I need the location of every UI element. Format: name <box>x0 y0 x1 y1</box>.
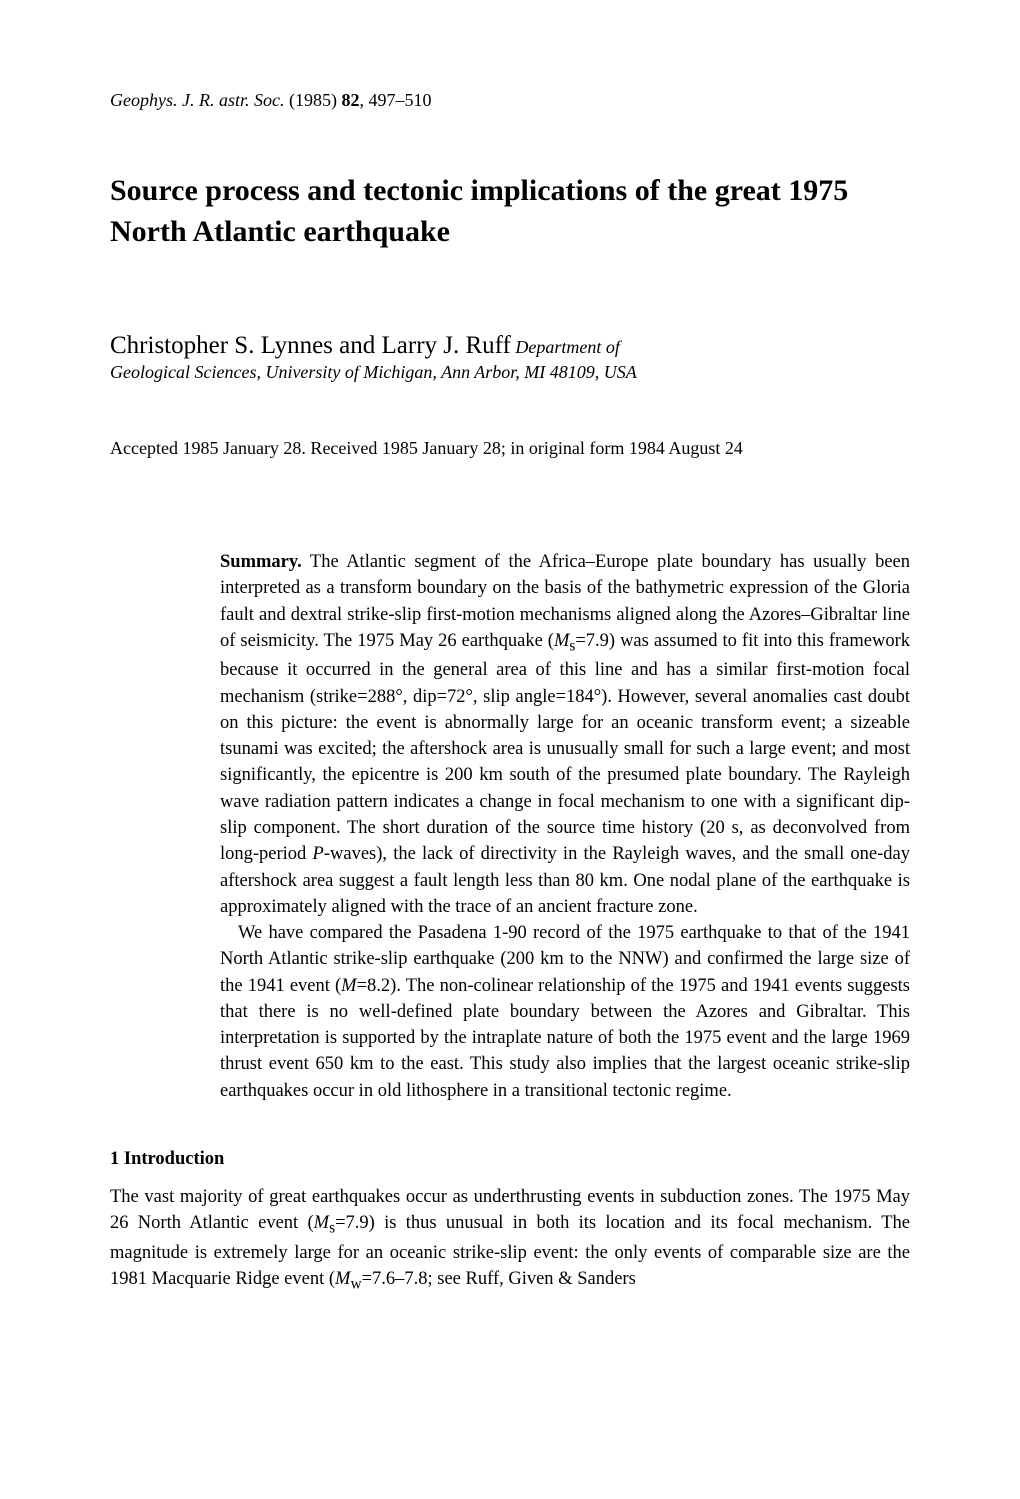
author-department-inline: Department of <box>511 337 620 357</box>
summary-block: Summary. The Atlantic segment of the Afr… <box>110 549 910 1104</box>
summary-label: Summary. <box>220 552 302 572</box>
summary-text-1c: -waves), the lack of directivity in the … <box>220 844 910 917</box>
affiliation: Geological Sciences, University of Michi… <box>110 362 910 383</box>
author-names: Christopher S. Lynnes and Larry J. Ruff <box>110 332 511 359</box>
intro-ms-symbol: M <box>314 1213 329 1233</box>
authors-line: Christopher S. Lynnes and Larry J. Ruff … <box>110 332 910 360</box>
intro-paragraph: The vast majority of great earthquakes o… <box>110 1184 910 1296</box>
intro-text-c: =7.6–7.8; see Ruff, Given & Sanders <box>362 1269 636 1289</box>
intro-mw-subscript: w <box>350 1276 361 1293</box>
summary-paragraph-2: We have compared the Pasadena 1-90 recor… <box>220 920 910 1104</box>
summary-paragraph-1: Summary. The Atlantic segment of the Afr… <box>220 549 910 920</box>
section-1-heading: 1 Introduction <box>110 1149 910 1170</box>
summary-p-symbol: P <box>313 844 324 864</box>
journal-pages: , 497–510 <box>359 90 431 110</box>
journal-year: (1985) <box>289 90 337 110</box>
journal-volume: 82 <box>341 90 359 110</box>
summary-text-1b: =7.9) was assumed to fit into this frame… <box>220 631 910 864</box>
article-title: Source process and tectonic implications… <box>110 171 910 252</box>
summary-ms-symbol: M <box>554 631 569 651</box>
journal-name: Geophys. J. R. astr. Soc. <box>110 90 284 110</box>
summary-m-symbol: M <box>341 976 356 996</box>
intro-mw-symbol: M <box>335 1269 350 1289</box>
journal-reference: Geophys. J. R. astr. Soc. (1985) 82, 497… <box>110 90 910 111</box>
accepted-dates: Accepted 1985 January 28. Received 1985 … <box>110 438 910 459</box>
